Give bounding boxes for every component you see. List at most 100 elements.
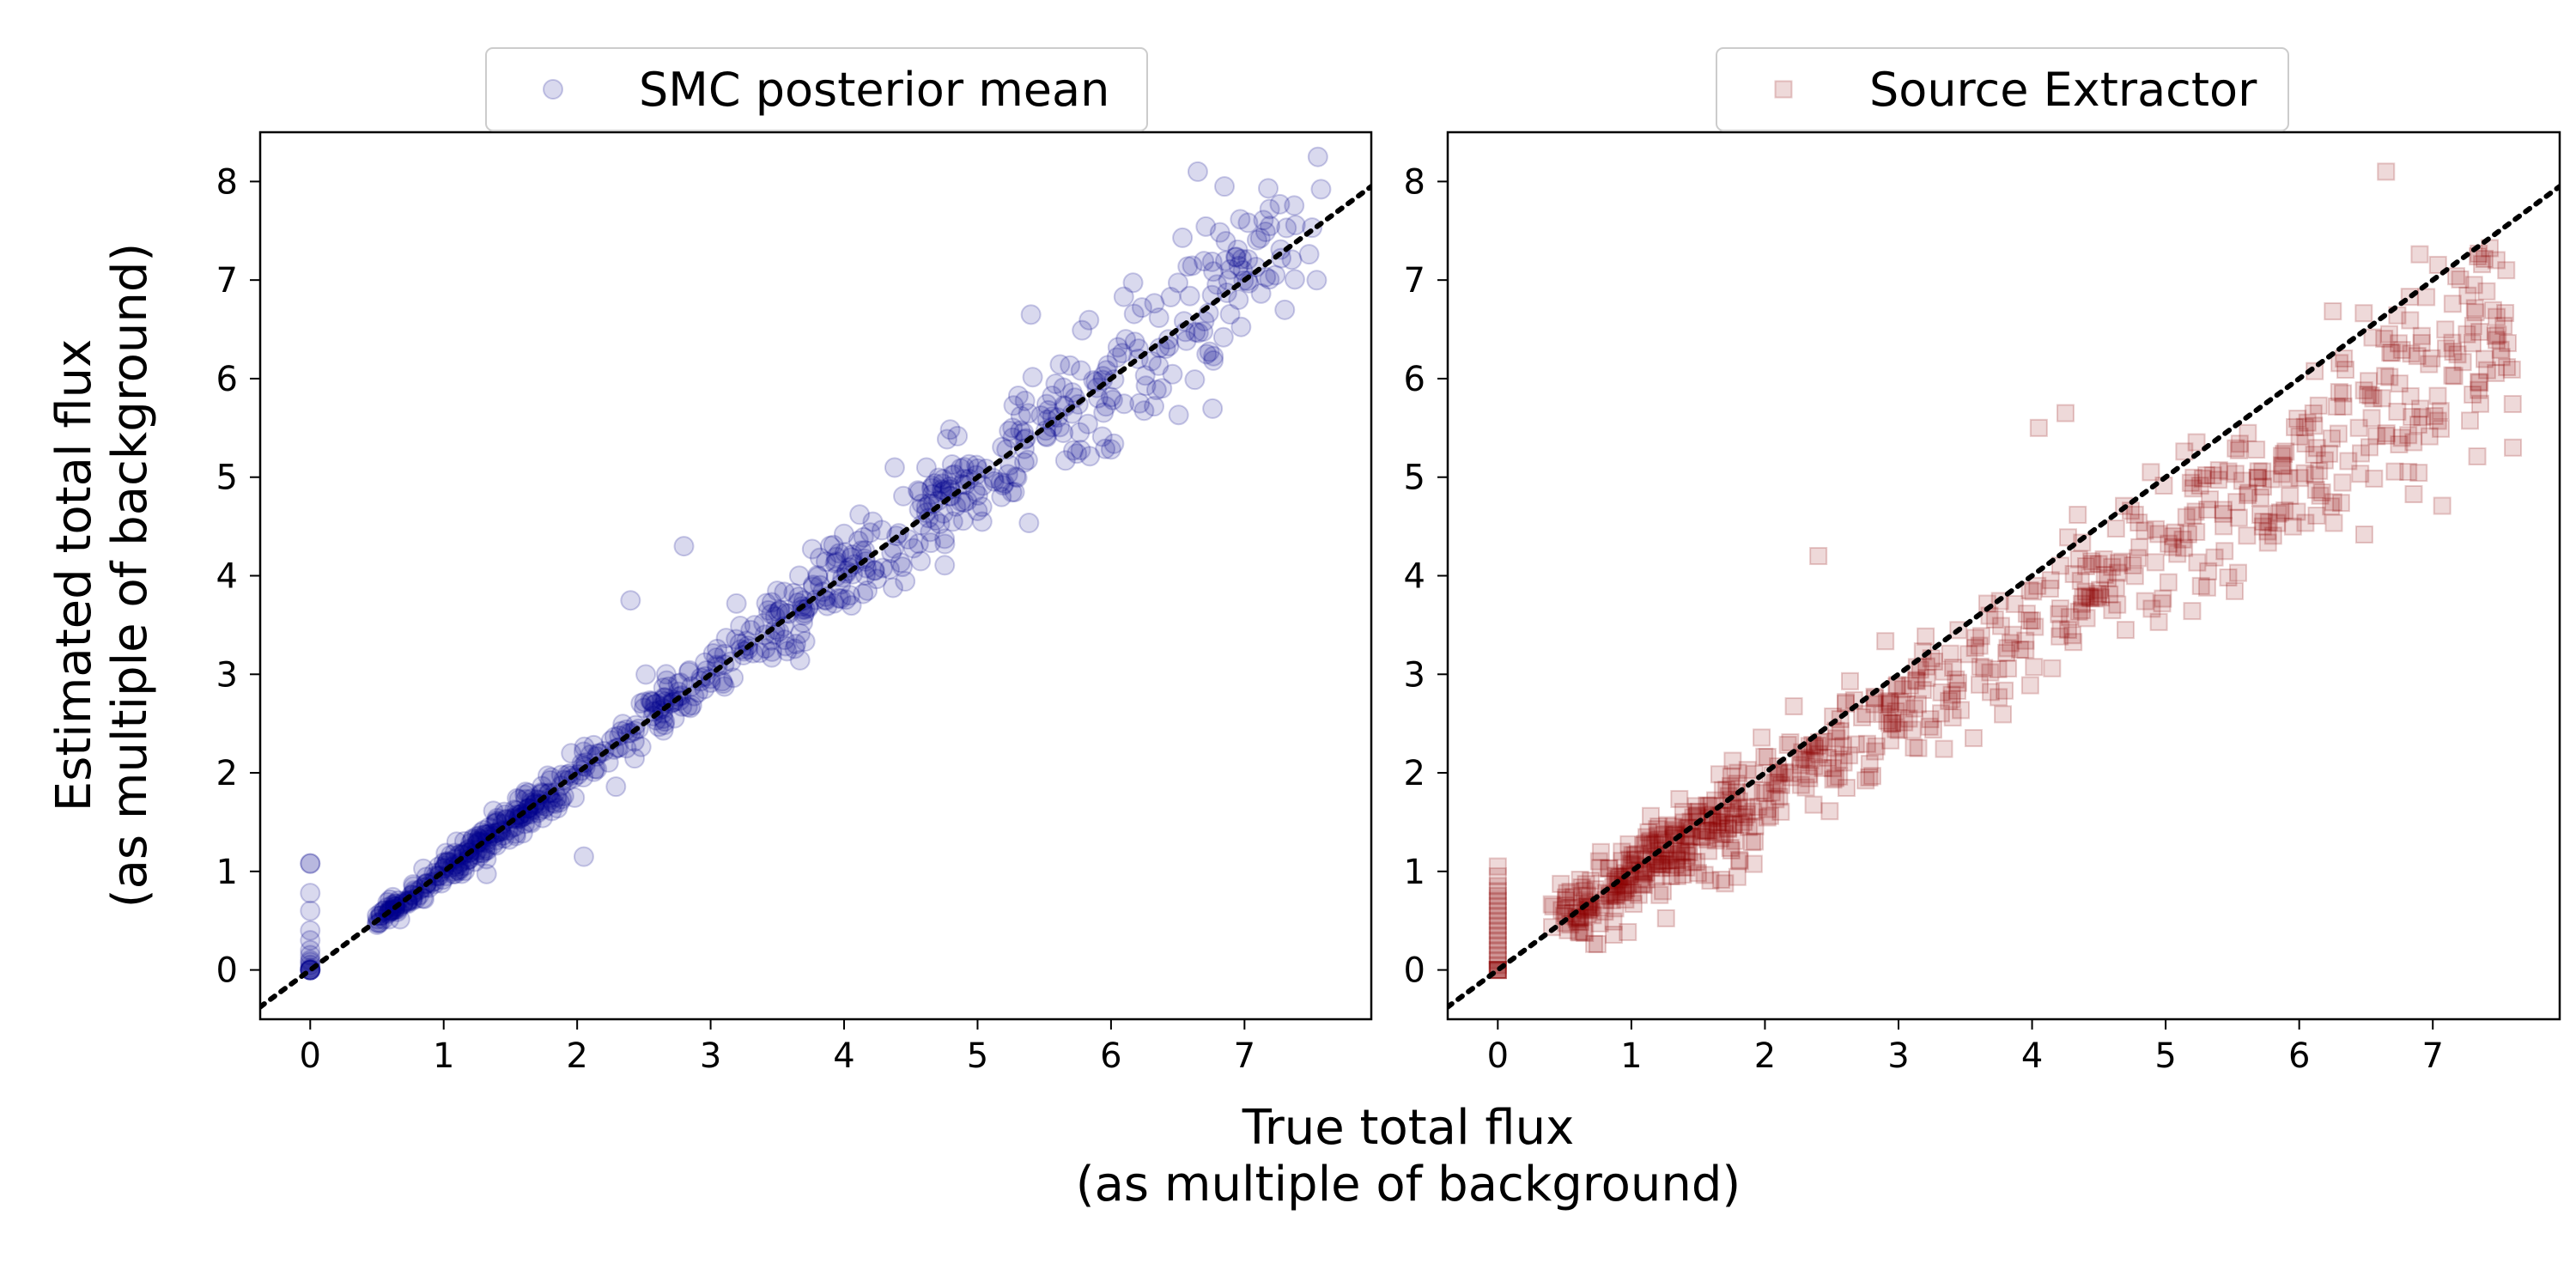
scatter-point	[2056, 404, 2075, 422]
scatter-point	[1061, 382, 1083, 404]
scatter-point	[1269, 193, 1291, 215]
scatter-point	[1571, 923, 1589, 942]
scatter-point	[658, 676, 679, 697]
scatter-point	[971, 496, 993, 518]
scatter-point	[1730, 850, 1749, 869]
scatter-point	[624, 748, 646, 769]
scatter-point	[2209, 461, 2228, 480]
scatter-point	[2249, 462, 2268, 481]
scatter-point	[547, 798, 568, 819]
scatter-point	[2254, 513, 2273, 532]
scatter-point	[2309, 396, 2328, 415]
x-tick-label: 4	[2021, 1036, 2043, 1076]
scatter-point	[1206, 274, 1228, 295]
legend-box	[1716, 47, 2289, 131]
y-tick-label: 1	[216, 853, 238, 892]
scatter-point	[1758, 748, 1777, 767]
scatter-point	[1771, 802, 1790, 821]
scatter-point	[2428, 411, 2447, 430]
scatter-point	[1753, 781, 1772, 799]
scatter-point	[512, 806, 533, 828]
x-tick-label: 4	[833, 1036, 854, 1076]
scatter-point	[1583, 906, 1602, 925]
scatter-point	[1611, 883, 1630, 902]
scatter-point	[2233, 471, 2251, 490]
scatter-point	[2106, 519, 2125, 538]
scatter-point	[1281, 249, 1303, 270]
scatter-point	[767, 580, 788, 602]
scatter-point	[476, 863, 497, 884]
scatter-point	[2181, 473, 2200, 492]
scatter-point	[1837, 693, 1856, 712]
scatter-point	[1619, 850, 1638, 869]
scatter-point	[2112, 552, 2131, 571]
scatter-point	[564, 787, 586, 808]
scatter-point	[1883, 714, 1902, 732]
scatter-point	[2464, 316, 2482, 335]
scatter-point	[983, 467, 1005, 489]
scatter-point	[817, 595, 838, 617]
scatter-point	[1728, 867, 1747, 886]
scatter-point	[1735, 808, 1754, 827]
scatter-point	[2401, 311, 2420, 330]
scatter-point	[761, 604, 782, 625]
scatter-point	[1886, 702, 1905, 720]
scatter-point	[879, 558, 901, 580]
scatter-point	[1307, 146, 1328, 167]
scatter-point	[1917, 657, 1935, 676]
scatter-point	[1613, 882, 1632, 901]
scatter-point	[2248, 469, 2267, 488]
scatter-point	[2399, 463, 2418, 482]
scatter-point	[1678, 846, 1697, 865]
scatter-point	[1893, 680, 1912, 699]
scatter-point	[1230, 316, 1252, 337]
x-tick-label: 3	[700, 1036, 721, 1076]
scatter-point	[2094, 550, 2113, 568]
scatter-point	[2025, 658, 2044, 677]
scatter-point	[1260, 216, 1281, 237]
scatter-point	[971, 511, 993, 532]
scatter-point	[1719, 818, 1738, 837]
scatter-point	[1800, 769, 1819, 787]
scatter-point	[2154, 589, 2172, 608]
scatter-point	[713, 673, 734, 695]
scatter-point	[881, 542, 902, 563]
scatter-point	[2290, 469, 2309, 488]
scatter-point	[1571, 871, 1589, 890]
scatter-point	[802, 574, 823, 596]
scatter-point	[2312, 483, 2331, 502]
scatter-point	[653, 714, 675, 736]
scatter-point	[783, 582, 805, 604]
scatter-point	[793, 612, 814, 634]
scatter-point	[2276, 442, 2295, 461]
scatter-point	[1990, 688, 2008, 707]
x-tick-label: 5	[2154, 1036, 2176, 1076]
scatter-point	[505, 825, 526, 847]
scatter-point	[2281, 487, 2300, 506]
scatter-point	[1129, 392, 1151, 414]
scatter-point	[653, 677, 674, 699]
scatter-point	[774, 629, 795, 651]
scatter-point	[2376, 367, 2395, 386]
scatter-point	[866, 568, 888, 590]
scatter-point	[1558, 920, 1577, 939]
scatter-point	[807, 566, 829, 587]
scatter-point	[1737, 805, 1756, 823]
scatter-point	[1716, 813, 1735, 832]
scatter-point	[828, 587, 849, 609]
scatter-point	[2496, 304, 2515, 323]
scatter-point	[1684, 853, 1703, 872]
scatter-point	[2125, 505, 2144, 524]
scatter-point	[2381, 343, 2400, 362]
scatter-point	[1140, 350, 1162, 372]
scatter-point	[1199, 341, 1220, 362]
scatter-point	[1173, 311, 1194, 332]
scatter-point	[2432, 419, 2451, 438]
scatter-point	[749, 642, 770, 664]
scatter-point	[1572, 878, 1591, 896]
y-tick-label: 4	[1404, 557, 1425, 597]
scatter-point	[794, 631, 816, 653]
scatter-point	[2360, 372, 2379, 391]
scatter-point	[1942, 690, 1961, 708]
scatter-point	[1556, 896, 1575, 915]
